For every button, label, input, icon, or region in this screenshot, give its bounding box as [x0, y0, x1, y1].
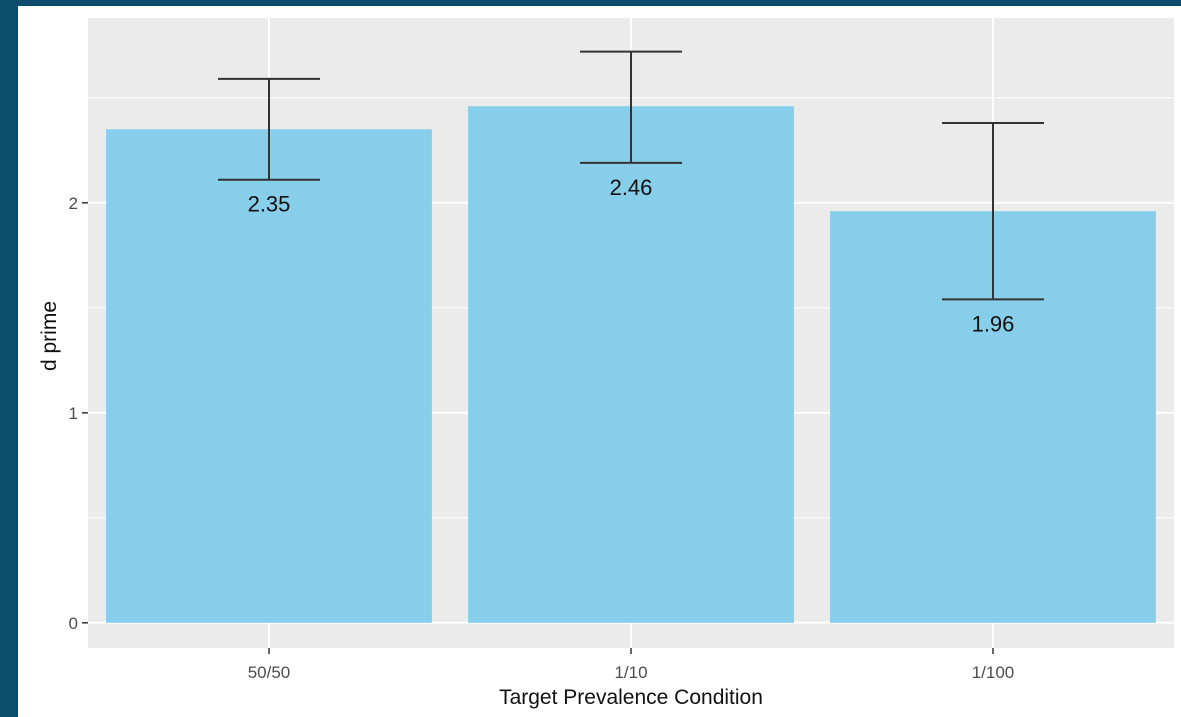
x-axis-title: Target Prevalence Condition — [499, 686, 763, 709]
bars — [106, 106, 1156, 623]
y-tick-label: 0 — [69, 614, 78, 633]
error-bars — [218, 50, 1044, 301]
value-labels: 2.35 2.46 1.96 — [248, 175, 1015, 337]
bar-50/50 — [106, 129, 432, 623]
y-axis: 0 1 2 — [69, 194, 88, 633]
y-tick-label: 1 — [69, 404, 78, 423]
value-label: 2.46 — [610, 175, 653, 200]
x-tick-label: 1/100 — [972, 663, 1015, 682]
value-label: 2.35 — [248, 192, 291, 217]
value-label: 1.96 — [972, 311, 1015, 336]
bar-1/10 — [468, 106, 794, 623]
x-tick-label: 1/10 — [614, 663, 647, 682]
y-tick-label: 2 — [69, 194, 78, 213]
x-tick-label: 50/50 — [248, 663, 291, 682]
y-axis-title: d prime — [38, 301, 61, 371]
x-axis: 50/50 1/10 1/100 — [248, 648, 1015, 682]
bar-chart: 2.35 2.46 1.96 0 1 2 50/50 1/10 1/100 Target P… — [38, 18, 1174, 709]
chart-frame: 2.35 2.46 1.96 0 1 2 50/50 1/10 1/100 Target P… — [18, 6, 1181, 717]
